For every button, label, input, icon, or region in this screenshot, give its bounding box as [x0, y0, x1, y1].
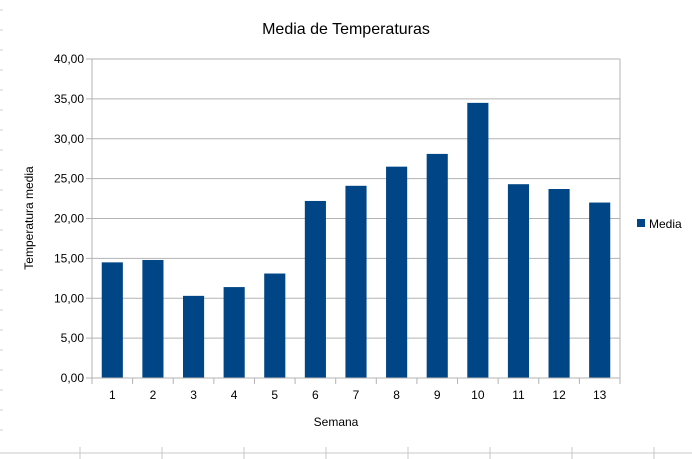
x-tick-label: 12	[552, 388, 566, 402]
x-tick-label: 1	[109, 388, 116, 402]
x-tick-label: 4	[231, 388, 238, 402]
y-tick-label: 35,00	[54, 92, 84, 106]
bar-week-5	[264, 273, 286, 378]
y-axis-label: Temperatura media	[22, 166, 36, 270]
bar-week-7	[345, 185, 367, 378]
x-tick-labels: 1 2 3 4 5 6 7 8 9 10 11 12 13	[109, 388, 607, 402]
y-tick-label: 20,00	[54, 212, 84, 226]
bar-week-6	[304, 200, 326, 378]
axes	[86, 58, 621, 384]
y-tick-labels: 0,00 5,00 10,00 15,00 20,00 25,00 30,00 35,00 40…	[54, 52, 84, 385]
bars	[101, 102, 611, 379]
bar-week-3	[182, 295, 205, 378]
y-tick-label: 30,00	[54, 132, 84, 146]
bar-week-2	[142, 259, 164, 378]
bar-week-8	[386, 166, 408, 378]
x-tick-label: 6	[312, 388, 319, 402]
chart-title: Media de Temperaturas	[262, 21, 430, 38]
y-tick-label: 0,00	[61, 371, 85, 385]
bar-week-11	[507, 184, 530, 378]
bar-week-12	[548, 188, 570, 378]
x-axis-label: Semana	[314, 415, 359, 429]
x-tick-label: 5	[271, 388, 278, 402]
bar-week-1	[101, 262, 123, 378]
x-tick-label: 9	[434, 388, 441, 402]
bar-week-13	[589, 202, 611, 378]
x-tick-label: 13	[593, 388, 607, 402]
bar-week-9	[426, 153, 448, 378]
y-tick-label: 15,00	[54, 251, 84, 265]
x-tick-label: 11	[512, 388, 525, 402]
x-tick-label: 3	[190, 388, 197, 402]
y-tick-label: 5,00	[61, 331, 85, 345]
legend-label: Media	[649, 217, 682, 231]
bar-week-4	[223, 287, 245, 378]
x-tick-label: 8	[393, 388, 400, 402]
legend-swatch	[637, 219, 645, 227]
legend: Media	[637, 217, 682, 231]
bar-week-10	[467, 102, 489, 379]
y-tick-label: 10,00	[54, 291, 84, 305]
x-tick-label: 7	[353, 388, 360, 402]
x-tick-label: 10	[471, 388, 485, 402]
y-tick-label: 25,00	[54, 172, 84, 186]
frame-ticks	[0, 9, 692, 459]
y-tick-label: 40,00	[54, 52, 84, 66]
x-tick-label: 2	[150, 388, 157, 402]
